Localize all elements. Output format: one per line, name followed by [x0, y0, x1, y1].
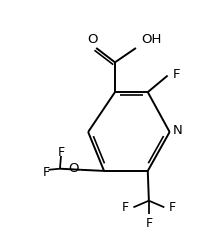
Text: F: F — [169, 201, 176, 214]
Text: F: F — [173, 68, 181, 81]
Text: F: F — [43, 165, 50, 178]
Text: O: O — [69, 162, 79, 175]
Text: F: F — [122, 201, 129, 214]
Text: O: O — [87, 33, 97, 46]
Text: F: F — [145, 217, 153, 230]
Text: F: F — [57, 146, 65, 159]
Text: OH: OH — [141, 33, 162, 46]
Text: N: N — [173, 124, 183, 137]
